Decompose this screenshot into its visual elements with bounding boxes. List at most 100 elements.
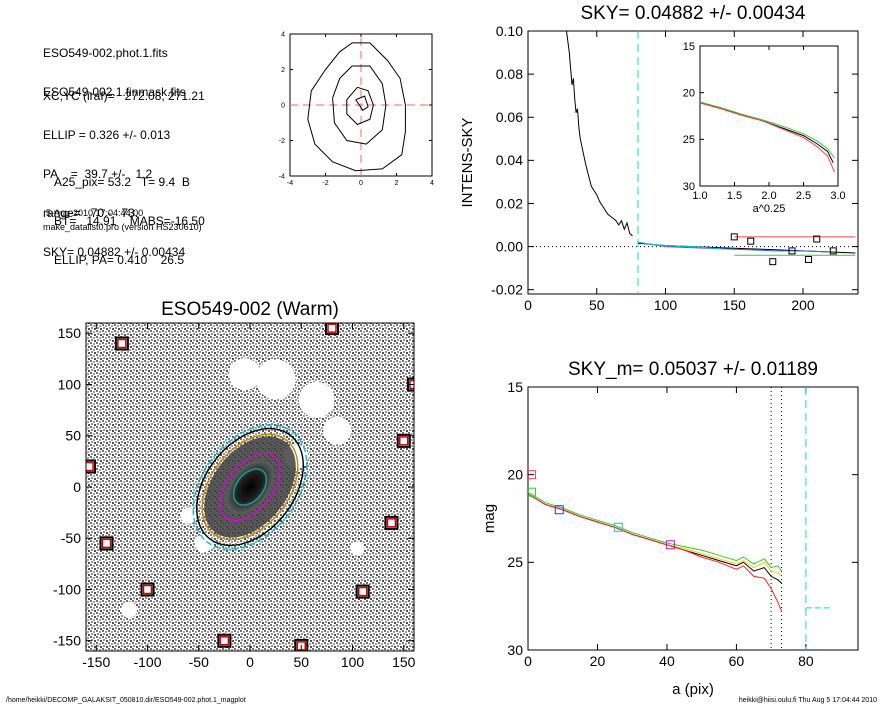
info-line: A25_pix= 53.2 T= 9.4 B [54,175,190,189]
x-tick-label: 4 [430,180,434,187]
y-tick-label: 0 [281,102,285,109]
info-line: XC,YC (iraf)= 272.08, 271.21 [43,89,205,103]
contour-plot: -4 -2 0 2 4 -4 -2 0 2 4 [279,31,434,187]
mag-marker [554,505,564,515]
x-tick-label: 80 [798,653,814,669]
star-marker [99,536,114,551]
inset-series-line [699,102,835,173]
info-block-a: ESO549-002.phot.1.fits ESO549-002.1.finm… [43,21,186,112]
y-tick-label: 0.00 [496,238,523,254]
x-tick-label: -50 [189,654,209,670]
y-tick-label: 0.06 [496,109,523,125]
star-marker [217,633,232,648]
y-tick-label: 20 [507,467,523,483]
mask-blob [323,416,352,445]
contour-line [332,65,387,145]
isophote-ellipse [232,468,268,506]
mag-series-line [527,493,783,612]
info-line: ELLIP, PA= 0.410 26.5 [54,253,184,267]
sky-marker [829,247,837,255]
sky-frame [527,30,859,295]
galaxy-image-plot: ESO549-002 (Warm) -150 -100 -50 0 50 100 150 -15… [53,299,416,670]
x-tick-label: 0 [524,297,532,313]
x-tick-label: 60 [729,653,745,669]
profile-group [566,30,633,237]
mask-blob [194,534,213,553]
footer-path: /home/heikki/DECOMP_GALAKSIT_050810.dir/… [6,697,246,704]
contour-line [346,86,374,126]
sky-series-line [637,241,831,253]
y-tick-label: 4 [281,31,285,38]
star-marker [219,636,230,646]
star-marker [327,323,337,333]
mag-series-line [527,491,783,572]
mask-blob [121,602,138,618]
y-tick-label: -2 [279,138,285,145]
x-tick-label: 150 [392,654,416,670]
sky-marker [788,247,796,255]
y-tick-label: 15 [683,41,695,53]
y-tick-label: 20 [683,88,695,100]
info-line: SKY= 0.04882 +/- 0.00434 [43,245,186,259]
info-line: range= 70.- 73. [43,206,139,220]
x-tick-label: 2.5 [796,190,811,202]
y-tick-label: 2 [281,67,285,74]
star-marker [114,336,129,351]
y-tick-label: 50 [65,428,81,444]
mask-blob [255,359,296,400]
info-line: ESO549-002.1.finmask.fits [43,85,186,99]
y-tick-label: -0.02 [491,282,523,298]
star-marker [86,459,97,474]
inset-frame [699,45,839,187]
star-marker [325,323,339,336]
star-marker [355,584,370,599]
y-tick-label: 0.10 [496,23,523,39]
y-tick-label: 25 [683,134,695,146]
y-tick-label: 0 [73,479,81,495]
isophote-ellipse [219,452,281,522]
x-tick-label: 100 [341,654,365,670]
galaxy-image [86,323,414,651]
contour-line [307,42,406,172]
y-tick-label: 150 [58,325,82,341]
x-tick-label: -150 [82,654,110,670]
inset-xlabel: a^0.25 [753,203,786,215]
mask-blob [180,507,197,524]
y-tick-label: 0.08 [496,66,523,82]
info-line: PA = 39.7 +/- 1.2 [43,167,153,181]
y-tick-label: 25 [507,554,523,570]
galaxy-core [226,460,274,514]
y-tick-label: 0.04 [496,152,523,168]
sky-marker [805,256,812,264]
star-marker [399,436,409,446]
isophote-ellipse [192,424,308,550]
y-tick-label: 15 [507,379,523,395]
magnitude-profile-plot: 0 20 40 60 80 15 20 25 30 SKY_m= 0.05037 +/- 0.01… [481,359,859,698]
mag-marker [613,522,623,532]
mask-blob [228,358,261,391]
sky-title: SKY= 0.04882 +/- 0.00434 [580,3,805,24]
star-marker [101,538,112,549]
y-tick-label: 30 [507,642,523,658]
mag-marker [526,487,536,497]
info-line: BT= 14.91 MABS=-16.50 [54,214,205,228]
mag-marker [665,540,675,550]
inset-series-line [699,101,835,159]
y-tick-label: 0.02 [496,195,523,211]
x-tick-label: -4 [287,180,293,187]
x-tick-label: 50 [589,297,605,313]
x-tick-label: -100 [133,654,161,670]
y-tick-label: 30 [683,181,695,193]
sky-marker [730,233,738,241]
timestamp: 5-Aug-2010 17:04:44.00 [46,208,144,218]
isophote-ellipse [196,427,304,547]
info-line: ELLIP = 0.326 +/- 0.013 [43,128,171,142]
mag-frame [527,386,859,651]
star-marker [384,515,399,530]
x-tick-label: 150 [723,297,747,313]
x-tick-label: 0 [524,653,532,669]
x-tick-label: 0 [246,654,254,670]
mag-title: SKY_m= 0.05037 +/- 0.01189 [568,359,818,380]
x-tick-label: 200 [791,297,815,313]
sky-ylabel: INTENS-SKY [459,117,476,207]
